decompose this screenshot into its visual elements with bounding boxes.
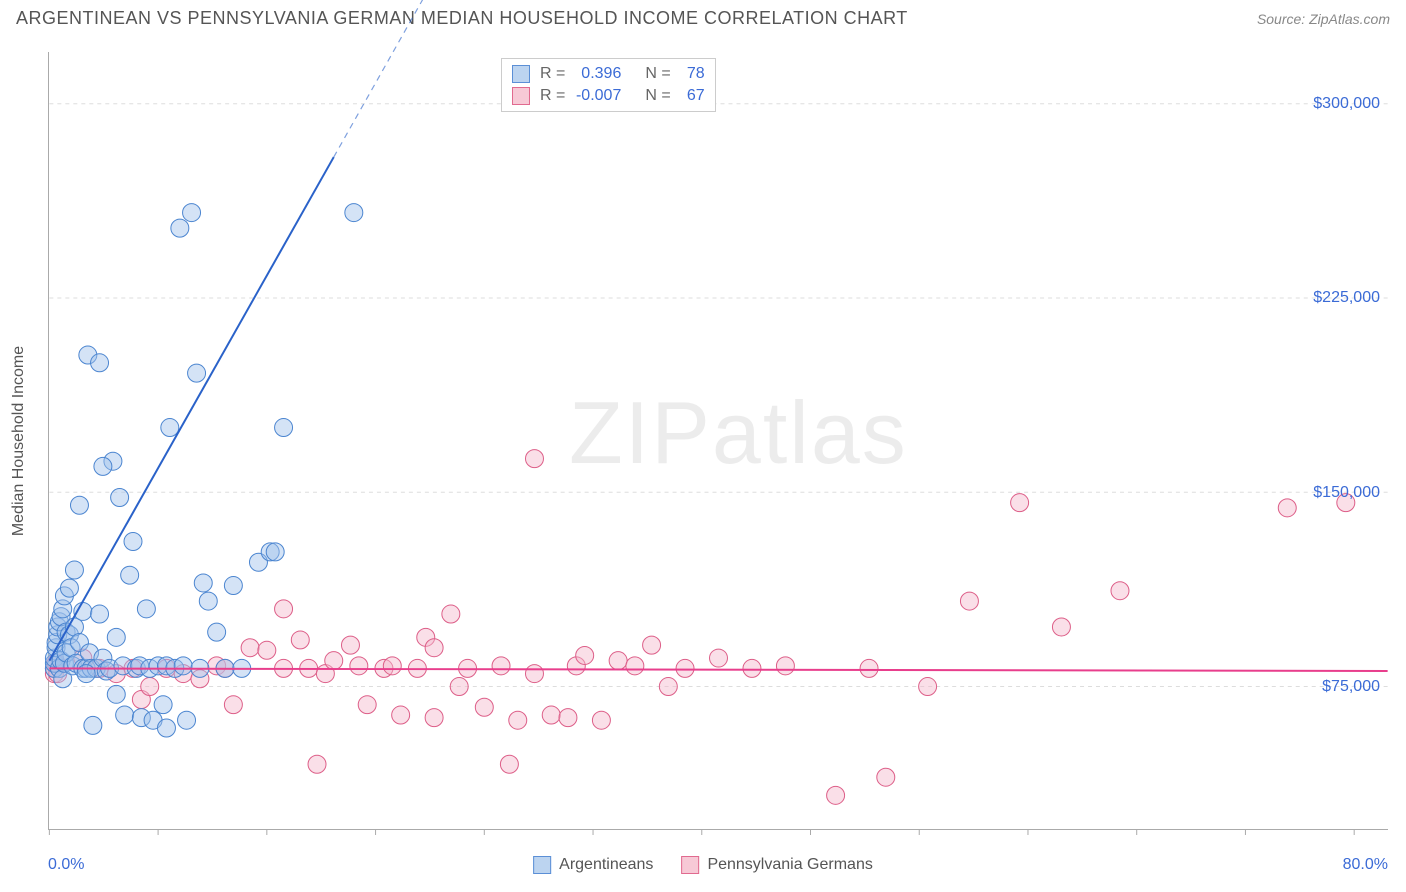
legend-swatch-series1 — [533, 856, 551, 874]
chart-title: ARGENTINEAN VS PENNSYLVANIA GERMAN MEDIA… — [16, 8, 908, 29]
y-tick-label: $225,000 — [1313, 289, 1380, 307]
stats-r-value: 0.396 — [571, 65, 621, 83]
legend-label-series1: Argentineans — [559, 856, 653, 874]
x-axis-max-label: 80.0% — [1343, 856, 1388, 874]
scatter-plot-svg — [49, 52, 1388, 829]
y-tick-label: $75,000 — [1322, 678, 1380, 696]
y-axis-label: Median Household Income — [10, 345, 28, 535]
source-attribution: Source: ZipAtlas.com — [1257, 11, 1390, 27]
legend-item-series1: Argentineans — [533, 856, 653, 874]
legend-item-series2: Pennsylvania Germans — [681, 856, 872, 874]
stats-row: R = 0.396 N = 78 — [512, 63, 705, 85]
stats-n-label: N = — [645, 65, 670, 83]
stats-r-value: -0.007 — [571, 87, 621, 105]
stats-r-label: R = — [540, 65, 565, 83]
y-tick-label: $300,000 — [1313, 95, 1380, 113]
y-tick-label: $150,000 — [1313, 484, 1380, 502]
stats-swatch — [512, 87, 530, 105]
stats-n-label: N = — [645, 87, 670, 105]
x-axis-min-label: 0.0% — [48, 856, 84, 874]
stats-swatch — [512, 65, 530, 83]
stats-n-value: 78 — [677, 65, 705, 83]
legend-swatch-series2 — [681, 856, 699, 874]
chart-plot-area: Median Household Income R =0.396N =78R =… — [48, 52, 1388, 830]
correlation-stats-box: R = 0.396 N = 78 R = -0.007 N = 67 — [501, 58, 716, 112]
stats-n-value: 67 — [677, 87, 705, 105]
stats-r-label: R = — [540, 87, 565, 105]
legend: Argentineans Pennsylvania Germans — [533, 856, 873, 874]
stats-row: R = -0.007 N = 67 — [512, 85, 705, 107]
legend-label-series2: Pennsylvania Germans — [707, 856, 872, 874]
